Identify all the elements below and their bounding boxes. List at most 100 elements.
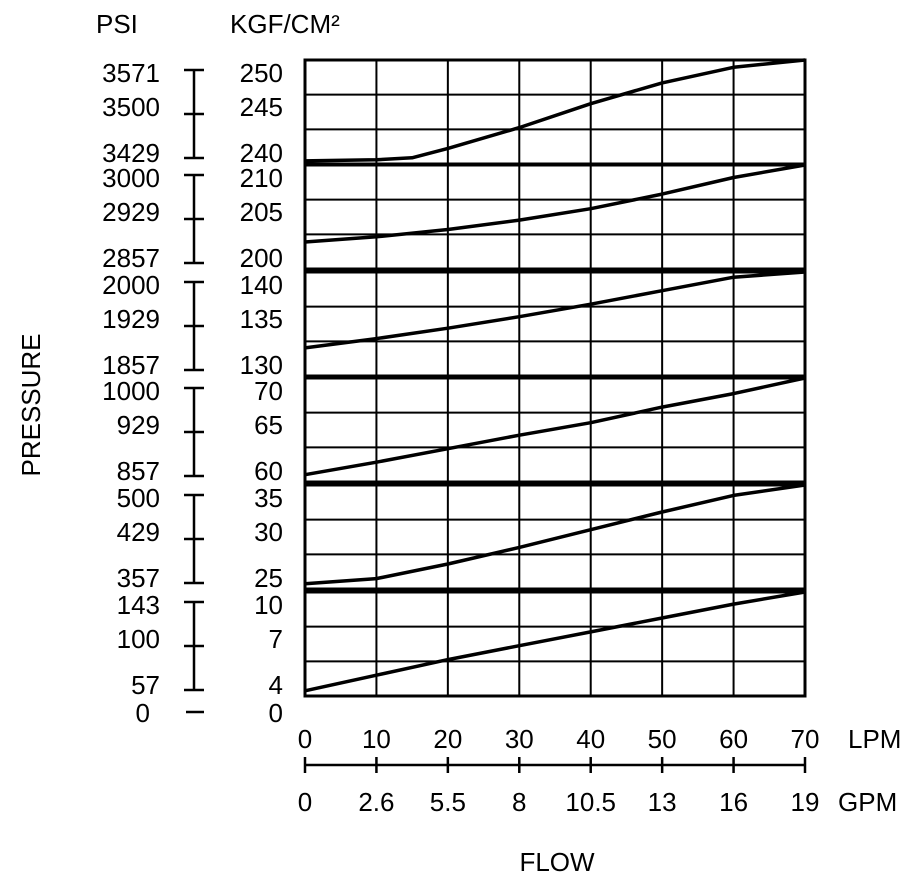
x-tick-label-gpm: 5.5 xyxy=(430,787,466,817)
panel-frame xyxy=(303,483,807,591)
data-point xyxy=(518,126,521,129)
kgf-tick-label: 30 xyxy=(254,517,283,547)
panel-frame xyxy=(303,58,807,166)
x-axis-title: FLOW xyxy=(519,847,595,877)
data-point xyxy=(732,176,735,179)
series-line xyxy=(304,483,806,586)
kgf-tick-label: 4 xyxy=(269,670,283,700)
data-point xyxy=(732,276,735,279)
x-tick-label-gpm: 10.5 xyxy=(565,787,616,817)
psi-tick-label: 857 xyxy=(117,456,160,486)
data-point xyxy=(661,617,663,619)
data-point xyxy=(661,406,663,408)
kgf-tick-label: 60 xyxy=(254,456,283,486)
kgf-tick-label: 70 xyxy=(254,376,283,406)
data-point xyxy=(589,421,592,424)
psi-tick-label: 429 xyxy=(117,517,160,547)
psi-tick-label: 3000 xyxy=(102,163,160,193)
kgf-tick-label: 210 xyxy=(240,163,283,193)
x-tick-label-gpm: 13 xyxy=(648,787,677,817)
data-point xyxy=(375,674,378,676)
psi-tick-label: 1000 xyxy=(102,376,160,406)
data-point xyxy=(804,271,806,273)
kgf-tick-label: 240 xyxy=(240,138,283,168)
data-point xyxy=(447,658,449,661)
data-point xyxy=(589,102,592,105)
psi-tick-label: 3571 xyxy=(102,58,160,88)
x-tick-label-lpm: 10 xyxy=(362,724,391,754)
data-point xyxy=(661,511,663,513)
psi-tick-label: 3429 xyxy=(102,138,160,168)
kgf-tick-label: 35 xyxy=(254,483,283,513)
panel-frame xyxy=(303,590,807,698)
psi-tick-label: 357 xyxy=(117,563,160,593)
data-point xyxy=(804,484,806,486)
psi-tick-label: 3500 xyxy=(102,92,160,122)
data-point xyxy=(589,631,592,633)
x-tick-label-lpm: 60 xyxy=(719,724,748,754)
data-point xyxy=(304,690,306,692)
x-tick-label-lpm: 50 xyxy=(648,724,677,754)
data-point xyxy=(375,461,378,464)
data-point xyxy=(447,563,449,565)
data-point xyxy=(661,82,663,84)
data-point xyxy=(732,603,735,605)
data-point xyxy=(375,235,378,238)
panel-frame xyxy=(303,270,807,378)
x-tick-label-gpm: 2.6 xyxy=(358,787,394,817)
kgf-tick-label: 135 xyxy=(240,304,283,334)
data-point xyxy=(304,347,306,349)
kgf-tick-label: 65 xyxy=(254,410,283,440)
psi-tick-label: 2929 xyxy=(102,197,160,227)
data-point xyxy=(804,59,806,61)
x-unit-gpm: GPM xyxy=(838,787,897,817)
series-line xyxy=(304,590,806,693)
data-point xyxy=(518,219,521,221)
series-line xyxy=(304,163,806,244)
data-point xyxy=(661,193,663,195)
panel-frame xyxy=(303,163,807,271)
psi-tick-label: 929 xyxy=(117,410,160,440)
kgf-header: KGF/CM² xyxy=(230,9,340,39)
panel-frame xyxy=(303,376,807,484)
x-tick-label-lpm: 0 xyxy=(298,724,312,754)
series-line xyxy=(304,58,806,163)
psi-tick-label: 1857 xyxy=(102,350,160,380)
x-tick-label-lpm: 70 xyxy=(791,724,820,754)
kgf-tick-label: 205 xyxy=(240,197,283,227)
x-unit-lpm: LPM xyxy=(848,724,901,754)
x-tick-label-gpm: 19 xyxy=(791,787,820,817)
data-point xyxy=(304,473,306,476)
data-point xyxy=(304,583,306,585)
data-point xyxy=(375,337,378,340)
x-tick-label-lpm: 40 xyxy=(576,724,605,754)
kgf-tick-label: 140 xyxy=(240,270,283,300)
x-tick-label-lpm: 20 xyxy=(433,724,462,754)
data-point xyxy=(589,303,592,306)
kgf-zero-label: 0 xyxy=(269,698,283,728)
x-tick-label-gpm: 16 xyxy=(719,787,748,817)
psi-tick-label: 2000 xyxy=(102,270,160,300)
psi-header: PSI xyxy=(96,9,138,39)
psi-tick-label: 57 xyxy=(131,670,160,700)
data-point xyxy=(518,315,521,318)
x-tick-label-gpm: 8 xyxy=(512,787,526,817)
data-point xyxy=(518,434,521,437)
psi-tick-label: 2857 xyxy=(102,243,160,273)
data-point xyxy=(732,392,735,395)
psi-tick-label: 500 xyxy=(117,483,160,513)
data-point xyxy=(804,377,806,379)
data-point xyxy=(518,644,521,647)
data-point xyxy=(518,546,521,549)
kgf-tick-label: 245 xyxy=(240,92,283,122)
data-point xyxy=(589,528,592,531)
data-point xyxy=(661,289,663,292)
data-point xyxy=(411,156,413,159)
series-line xyxy=(304,270,806,350)
data-point xyxy=(304,241,306,243)
psi-zero-label: 0 xyxy=(136,698,150,728)
kgf-tick-label: 200 xyxy=(240,243,283,273)
kgf-tick-label: 10 xyxy=(254,590,283,620)
psi-tick-label: 143 xyxy=(117,590,160,620)
kgf-tick-label: 7 xyxy=(269,624,283,654)
